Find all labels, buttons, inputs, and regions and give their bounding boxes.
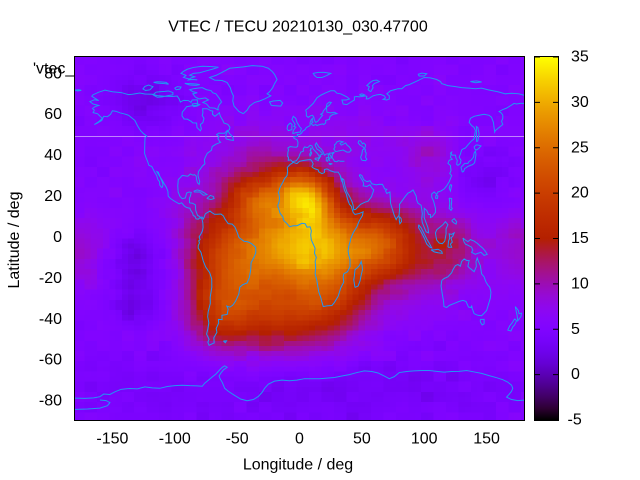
svg-text:-150: -150	[96, 431, 128, 448]
svg-text:-40: -40	[39, 311, 62, 328]
svg-text:-80: -80	[39, 393, 62, 410]
svg-text:Longitude / deg: Longitude / deg	[243, 457, 353, 474]
svg-text:20: 20	[571, 185, 589, 202]
svg-text:10: 10	[571, 275, 589, 292]
svg-text:'vtec_: 'vtec_	[33, 61, 75, 78]
svg-text:Latitude / deg: Latitude / deg	[6, 192, 23, 289]
svg-text:15: 15	[571, 230, 589, 247]
svg-text:40: 40	[44, 147, 62, 164]
svg-text:5: 5	[571, 321, 580, 338]
svg-text:0: 0	[53, 229, 62, 246]
svg-text:VTEC / TECU 20210130_030.47700: VTEC / TECU 20210130_030.47700	[168, 19, 428, 36]
svg-text:-100: -100	[159, 431, 191, 448]
svg-text:-20: -20	[39, 270, 62, 287]
svg-text:60: 60	[44, 106, 62, 123]
svg-text:0: 0	[571, 366, 580, 383]
svg-text:100: 100	[411, 431, 438, 448]
svg-text:50: 50	[353, 431, 371, 448]
svg-text:25: 25	[571, 139, 589, 156]
svg-text:150: 150	[473, 431, 500, 448]
svg-text:0: 0	[295, 431, 304, 448]
svg-text:30: 30	[571, 94, 589, 111]
svg-text:-50: -50	[226, 431, 249, 448]
svg-text:35: 35	[571, 49, 589, 66]
svg-text:20: 20	[44, 188, 62, 205]
svg-text:80: 80	[44, 65, 62, 82]
svg-text:-60: -60	[39, 352, 62, 369]
svg-text:-5: -5	[568, 412, 582, 429]
